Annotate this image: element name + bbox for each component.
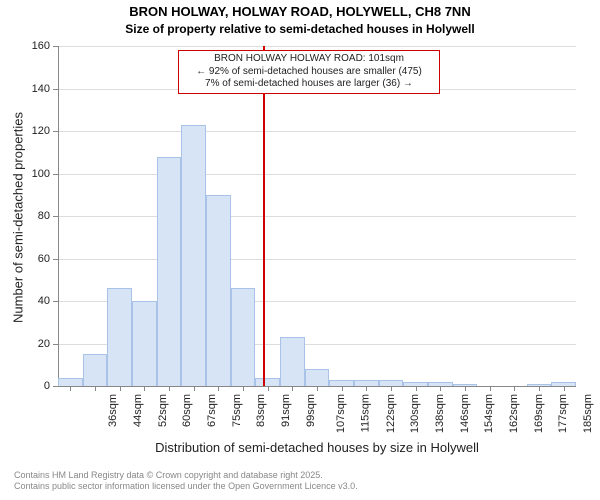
x-tick-label: 52sqm: [157, 394, 169, 427]
footer-line1: Contains HM Land Registry data © Crown c…: [14, 470, 358, 481]
x-tick-label: 185sqm: [582, 394, 594, 433]
histogram-bar: [132, 301, 157, 386]
x-tick-label: 44sqm: [132, 394, 144, 427]
footer-line2: Contains public sector information licen…: [14, 481, 358, 492]
histogram-bar: [58, 378, 83, 387]
x-tick-mark: [391, 386, 392, 391]
x-tick-label: 60sqm: [181, 394, 193, 427]
footer-attribution: Contains HM Land Registry data © Crown c…: [14, 470, 358, 492]
x-tick-mark: [292, 386, 293, 391]
x-tick-mark: [416, 386, 417, 391]
y-tick-label: 80: [20, 210, 50, 222]
chart-container: BRON HOLWAY, HOLWAY ROAD, HOLYWELL, CH8 …: [0, 0, 600, 500]
gridline: [58, 46, 576, 47]
x-tick-mark: [169, 386, 170, 391]
chart-title-line2: Size of property relative to semi-detach…: [0, 22, 600, 36]
y-tick-label: 20: [20, 338, 50, 350]
x-tick-mark: [539, 386, 540, 391]
x-tick-label: 162sqm: [508, 394, 520, 433]
x-tick-mark: [366, 386, 367, 391]
x-tick-mark: [243, 386, 244, 391]
x-tick-label: 154sqm: [483, 394, 495, 433]
annotation-line3: 7% of semi-detached houses are larger (3…: [183, 78, 435, 91]
gridline: [58, 216, 576, 217]
x-tick-mark: [120, 386, 121, 391]
gridline: [58, 174, 576, 175]
y-tick-label: 0: [20, 380, 50, 392]
x-tick-mark: [317, 386, 318, 391]
x-tick-mark: [514, 386, 515, 391]
x-tick-label: 99sqm: [305, 394, 317, 427]
histogram-bar: [181, 125, 206, 386]
x-tick-mark: [342, 386, 343, 391]
x-tick-mark: [564, 386, 565, 391]
annotation-line2: ← 92% of semi-detached houses are smalle…: [183, 66, 435, 79]
chart-title-line1: BRON HOLWAY, HOLWAY ROAD, HOLYWELL, CH8 …: [0, 4, 600, 20]
x-tick-mark: [70, 386, 71, 391]
histogram-bar: [83, 354, 108, 386]
x-tick-label: 67sqm: [206, 394, 218, 427]
y-tick-label: 60: [20, 253, 50, 265]
annotation-line1: BRON HOLWAY HOLWAY ROAD: 101sqm: [183, 53, 435, 66]
x-tick-label: 138sqm: [434, 394, 446, 433]
x-tick-mark: [440, 386, 441, 391]
histogram-bar: [255, 378, 280, 387]
histogram-bar: [305, 369, 330, 386]
x-tick-label: 169sqm: [533, 394, 545, 433]
annotation-callout: BRON HOLWAY HOLWAY ROAD: 101sqm← 92% of …: [178, 50, 440, 94]
histogram-bar: [206, 195, 231, 386]
x-tick-label: 75sqm: [231, 394, 243, 427]
y-tick-label: 40: [20, 295, 50, 307]
x-tick-label: 91sqm: [280, 394, 292, 427]
x-tick-label: 36sqm: [107, 394, 119, 427]
x-tick-label: 177sqm: [557, 394, 569, 433]
y-tick-label: 120: [20, 125, 50, 137]
x-tick-mark: [95, 386, 96, 391]
x-axis-label: Distribution of semi-detached houses by …: [58, 440, 576, 455]
histogram-bar: [107, 288, 132, 386]
x-tick-mark: [144, 386, 145, 391]
x-tick-label: 130sqm: [409, 394, 421, 433]
gridline: [58, 131, 576, 132]
plot-area: 02040608010012014016036sqm44sqm52sqm60sq…: [58, 46, 576, 386]
reference-marker-line: [263, 46, 265, 386]
y-tick-label: 160: [20, 40, 50, 52]
x-tick-mark: [218, 386, 219, 391]
histogram-bar: [231, 288, 256, 386]
x-tick-mark: [194, 386, 195, 391]
gridline: [58, 259, 576, 260]
x-tick-mark: [268, 386, 269, 391]
y-axis-line: [58, 46, 59, 386]
histogram-bar: [157, 157, 182, 387]
x-tick-label: 122sqm: [385, 394, 397, 433]
x-tick-label: 146sqm: [459, 394, 471, 433]
x-tick-label: 83sqm: [255, 394, 267, 427]
x-tick-mark: [465, 386, 466, 391]
x-tick-mark: [490, 386, 491, 391]
x-tick-label: 107sqm: [335, 394, 347, 433]
x-tick-label: 115sqm: [359, 394, 371, 432]
histogram-bar: [280, 337, 305, 386]
y-tick-label: 100: [20, 168, 50, 180]
y-tick-label: 140: [20, 83, 50, 95]
